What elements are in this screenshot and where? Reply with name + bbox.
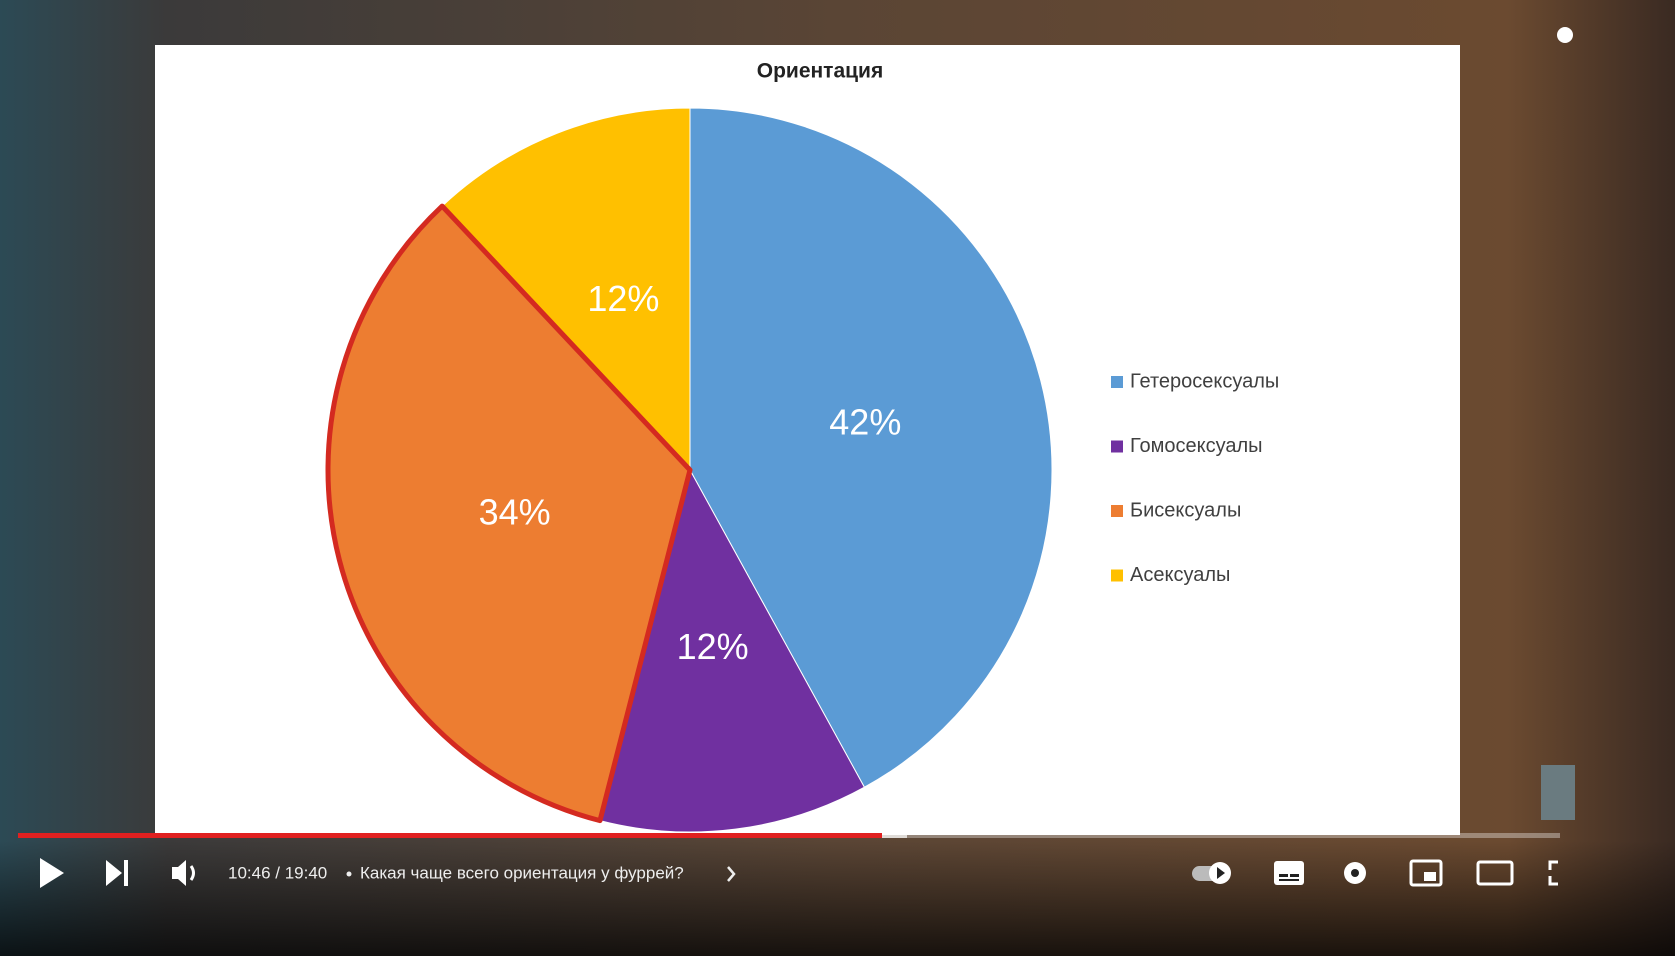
page: {"chart_data": {"type": "pie", "title": … — [0, 0, 1675, 956]
progress-buffered — [882, 833, 907, 838]
time-display: 10:46 / 19:40 — [228, 863, 327, 882]
legend-marker — [1111, 570, 1123, 582]
subtitles-button[interactable] — [1274, 861, 1304, 885]
controls-shade — [0, 700, 1675, 956]
settings-button[interactable] — [1344, 862, 1366, 884]
legend-marker — [1111, 376, 1123, 388]
legend-label: Асексуалы — [1130, 564, 1230, 586]
legend-label: Гетеросексуалы — [1130, 370, 1279, 392]
data-label: 34% — [479, 492, 551, 533]
corner-indicator — [1557, 27, 1573, 43]
data-label: 12% — [587, 278, 659, 319]
legend-label: Гомосексуалы — [1130, 435, 1263, 457]
legend-label: Бисексуалы — [1130, 499, 1241, 521]
progress-played — [18, 833, 882, 838]
separator-dot — [347, 872, 352, 877]
legend-marker — [1111, 441, 1123, 453]
video-player: Ориентация 42% 12% 34% 12% Гетеросексуалы Гом… — [0, 0, 1675, 956]
legend-marker — [1111, 505, 1123, 517]
channel-thumbnail[interactable] — [1541, 765, 1575, 820]
chart-title: Ориентация — [757, 60, 883, 83]
data-label: 12% — [677, 626, 749, 667]
chapter-title[interactable]: Какая чаще всего ориентация у фуррей? — [360, 863, 684, 882]
data-label: 42% — [829, 402, 901, 443]
